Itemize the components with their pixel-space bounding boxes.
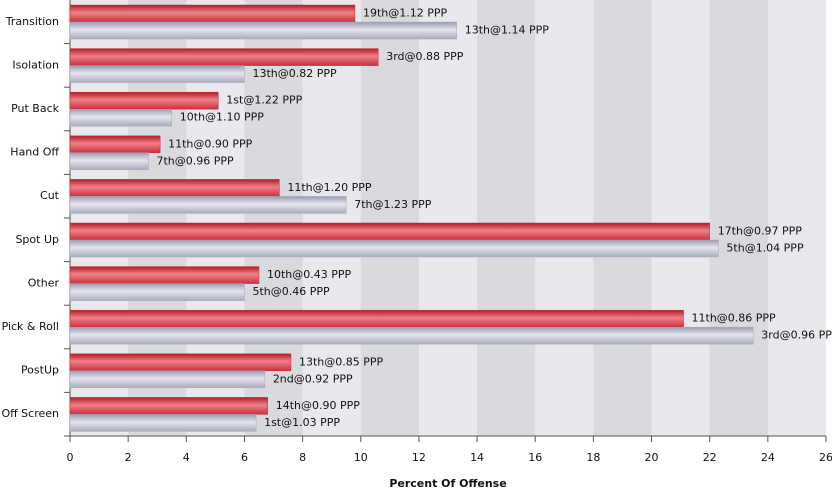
y-tick-label: Spot Up bbox=[15, 233, 59, 246]
bar bbox=[69, 65, 245, 83]
bar-label: 5th@0.46 PPP bbox=[252, 285, 330, 298]
bar-label: 11th@0.86 PPP bbox=[692, 312, 777, 325]
bar-label: 17th@0.97 PPP bbox=[718, 225, 803, 238]
grid-band bbox=[360, 0, 419, 436]
x-tick-label: 24 bbox=[761, 451, 775, 464]
bar-label: 10th@1.10 PPP bbox=[180, 111, 265, 124]
bar bbox=[69, 179, 280, 197]
bar bbox=[69, 21, 457, 40]
y-tick-label: Isolation bbox=[12, 58, 59, 71]
bar-label: 13th@1.14 PPP bbox=[465, 24, 550, 37]
bar bbox=[69, 222, 710, 241]
bar bbox=[69, 108, 173, 127]
x-tick-label: 12 bbox=[412, 451, 426, 464]
y-tick-label: Other bbox=[28, 276, 60, 289]
bar bbox=[69, 326, 754, 345]
bar-label: 3rd@0.88 PPP bbox=[386, 50, 464, 63]
grid-band bbox=[709, 0, 768, 436]
y-tick-label: Pick & Roll bbox=[2, 320, 59, 333]
x-tick-label: 22 bbox=[703, 451, 717, 464]
bar bbox=[69, 91, 219, 110]
x-tick-label: 0 bbox=[67, 451, 74, 464]
bar bbox=[69, 266, 260, 284]
x-tick-label: 10 bbox=[354, 451, 368, 464]
bar bbox=[69, 152, 149, 171]
y-tick-label: Transition bbox=[5, 15, 59, 28]
bar-label: 7th@1.23 PPP bbox=[354, 198, 432, 211]
y-tick-label: Off Screen bbox=[1, 407, 59, 420]
bar-label: 13th@0.85 PPP bbox=[299, 355, 384, 368]
bar bbox=[69, 353, 292, 372]
y-tick-label: PostUp bbox=[21, 364, 59, 377]
y-tick-label: Hand Off bbox=[10, 146, 59, 159]
bar-label: 11th@1.20 PPP bbox=[287, 181, 372, 194]
bar-label: 13th@0.82 PPP bbox=[252, 67, 337, 80]
x-axis-title: Percent Of Offense bbox=[389, 477, 506, 490]
x-tick-label: 4 bbox=[183, 451, 190, 464]
x-tick-label: 2 bbox=[125, 451, 132, 464]
bar bbox=[69, 196, 347, 214]
y-tick-label: Cut bbox=[40, 189, 60, 202]
x-tick-label: 6 bbox=[241, 451, 248, 464]
bar bbox=[69, 370, 266, 389]
x-tick-label: 26 bbox=[819, 451, 832, 464]
bar-label: 2nd@0.92 PPP bbox=[273, 372, 353, 385]
bar-label: 11th@0.90 PPP bbox=[168, 137, 253, 150]
grid-band bbox=[477, 0, 536, 436]
bar bbox=[69, 48, 379, 66]
bar-label: 5th@1.04 PPP bbox=[726, 242, 804, 255]
bar bbox=[69, 283, 245, 301]
bar bbox=[69, 239, 719, 258]
bar bbox=[69, 4, 356, 23]
bar-label: 1st@1.03 PPP bbox=[264, 416, 340, 429]
x-tick-label: 8 bbox=[299, 451, 306, 464]
bar bbox=[69, 414, 257, 432]
bar bbox=[69, 135, 161, 154]
bar-label: 19th@1.12 PPP bbox=[363, 7, 448, 20]
bar bbox=[69, 309, 684, 328]
bar-label: 3rd@0.96 PPP bbox=[761, 329, 832, 342]
x-tick-label: 16 bbox=[528, 451, 542, 464]
bar-label: 10th@0.43 PPP bbox=[267, 268, 352, 281]
bar-label: 1st@1.22 PPP bbox=[226, 94, 302, 107]
bar-label: 7th@0.96 PPP bbox=[157, 154, 235, 167]
bar-label: 14th@0.90 PPP bbox=[276, 399, 361, 412]
x-tick-label: 18 bbox=[586, 451, 600, 464]
x-tick-label: 14 bbox=[470, 451, 484, 464]
x-tick-label: 20 bbox=[645, 451, 659, 464]
y-tick-label: Put Back bbox=[11, 102, 60, 115]
bar bbox=[69, 397, 268, 415]
grid-band bbox=[593, 0, 652, 436]
